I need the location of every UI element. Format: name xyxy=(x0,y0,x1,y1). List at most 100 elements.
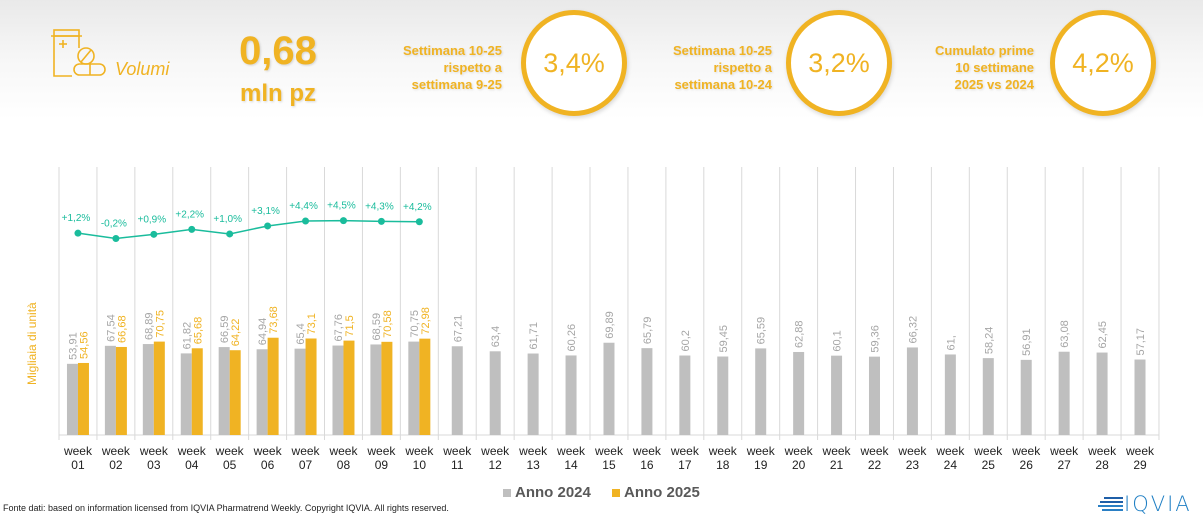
bar-2024 xyxy=(66,363,78,435)
legend-swatch-2024 xyxy=(503,488,511,497)
growth-label: +4,3% xyxy=(365,201,394,212)
stat-value: 4,2% xyxy=(1072,47,1134,78)
stat-circle-week-vs-last-year: 3,2% xyxy=(786,10,892,116)
bar-2025 xyxy=(305,338,317,435)
iqvia-logo-text: IQVIA xyxy=(1124,492,1192,516)
data-label-2024: 65,59 xyxy=(756,317,768,345)
bar-2024 xyxy=(1134,359,1146,435)
x-tick-label: 09 xyxy=(375,458,389,472)
data-label-2024: 67,76 xyxy=(333,314,345,342)
x-tick-label: week xyxy=(1125,444,1155,458)
x-tick-label: 03 xyxy=(147,458,161,472)
x-tick-label: week xyxy=(556,444,586,458)
growth-point xyxy=(264,222,272,230)
data-label-2025: 72,98 xyxy=(420,307,432,335)
bar-2024 xyxy=(1058,351,1070,435)
x-tick-label: 04 xyxy=(185,458,199,472)
data-label-2024: 61, xyxy=(945,335,957,350)
x-tick-label: week xyxy=(973,444,1003,458)
iqvia-lines-icon xyxy=(1098,497,1123,511)
data-label-2024: 57,17 xyxy=(1135,328,1147,356)
growth-label: +4,5% xyxy=(327,201,356,212)
stat-line: Settimana 10-25 xyxy=(403,43,502,58)
x-tick-label: week xyxy=(215,444,245,458)
data-label-2025: 65,68 xyxy=(192,317,204,345)
data-label-2024: 66,32 xyxy=(907,316,919,344)
x-tick-label: 11 xyxy=(451,458,464,472)
bar-2024 xyxy=(868,356,880,435)
legend-label-2024: Anno 2024 xyxy=(515,484,591,501)
data-label-2024: 59,36 xyxy=(869,325,881,353)
data-label-2024: 65,4 xyxy=(295,323,307,344)
x-tick-label: 07 xyxy=(299,458,313,472)
bar-2024 xyxy=(906,347,918,435)
x-tick-label: 28 xyxy=(1095,458,1109,472)
x-tick-label: 19 xyxy=(754,458,768,472)
stat-circle-cumulative: 4,2% xyxy=(1050,10,1156,116)
growth-point xyxy=(302,217,310,225)
stat-description-week-vs-prev: Settimana 10-25 rispetto a settimana 9-2… xyxy=(370,42,502,93)
growth-point xyxy=(112,235,120,242)
bar-2024 xyxy=(527,353,539,435)
x-tick-label: week xyxy=(404,444,434,458)
bar-2024 xyxy=(944,354,956,435)
bar-2025 xyxy=(229,350,241,435)
x-tick-label: week xyxy=(746,444,776,458)
stat-line: Settimana 10-25 xyxy=(673,43,772,58)
data-label-2024: 70,75 xyxy=(409,310,421,338)
x-tick-label: week xyxy=(253,444,283,458)
stat-line: rispetto a xyxy=(443,60,502,75)
x-tick-label: week xyxy=(859,444,889,458)
stat-circle-week-vs-prev: 3,4% xyxy=(521,10,627,116)
data-label-2024: 56,91 xyxy=(1021,328,1033,356)
x-tick-label: week xyxy=(139,444,169,458)
legend-item-2025: Anno 2025 xyxy=(612,484,700,501)
bar-2024 xyxy=(603,342,615,435)
data-label-2024: 67,21 xyxy=(452,315,464,343)
data-label-2025: 71,5 xyxy=(344,315,356,336)
bar-2024 xyxy=(370,344,382,435)
bar-2024 xyxy=(1096,352,1108,435)
kpi-value: 0,68 xyxy=(239,29,317,73)
growth-point xyxy=(339,217,347,225)
data-label-2024: 62,88 xyxy=(794,320,806,348)
stat-line: 2025 vs 2024 xyxy=(954,77,1034,92)
growth-point xyxy=(377,217,385,225)
x-tick-label: 16 xyxy=(640,458,654,472)
data-label-2025: 54,56 xyxy=(78,331,90,359)
growth-point xyxy=(150,230,158,238)
x-tick-label: 02 xyxy=(109,458,123,472)
x-tick-label: 12 xyxy=(489,458,503,472)
bar-2025 xyxy=(343,340,355,435)
data-label-2025: 66,68 xyxy=(116,315,128,343)
bar-2024 xyxy=(831,355,843,435)
bar-2024 xyxy=(679,355,691,435)
growth-point xyxy=(188,225,196,233)
bar-2025 xyxy=(419,338,431,435)
bar-2024 xyxy=(256,349,268,435)
x-tick-label: 13 xyxy=(526,458,540,472)
data-label-2024: 68,89 xyxy=(143,313,155,341)
data-label-2025: 64,22 xyxy=(230,319,242,347)
data-label-2025: 70,75 xyxy=(154,310,166,338)
stat-line: settimana 9-25 xyxy=(411,77,502,92)
y-axis-label: Migliaia di unità xyxy=(25,302,39,385)
x-tick-label: 24 xyxy=(944,458,958,472)
data-label-2024: 61,71 xyxy=(528,322,540,350)
bar-2025 xyxy=(381,341,393,435)
stat-line: settimana 10-24 xyxy=(674,77,772,92)
data-label-2024: 67,54 xyxy=(105,314,117,342)
bar-2024 xyxy=(451,346,463,435)
growth-point xyxy=(74,229,82,237)
x-tick-label: week xyxy=(935,444,965,458)
x-tick-label: week xyxy=(822,444,852,458)
kpi-label: Volumi xyxy=(115,59,170,79)
stat-value: 3,2% xyxy=(808,47,870,78)
x-tick-label: week xyxy=(63,444,93,458)
growth-label: +3,1% xyxy=(251,206,280,217)
legend-swatch-2025 xyxy=(612,488,620,497)
x-tick-label: week xyxy=(101,444,131,458)
bar-2025 xyxy=(77,362,89,435)
x-tick-label: week xyxy=(708,444,738,458)
x-tick-label: 27 xyxy=(1057,458,1071,472)
